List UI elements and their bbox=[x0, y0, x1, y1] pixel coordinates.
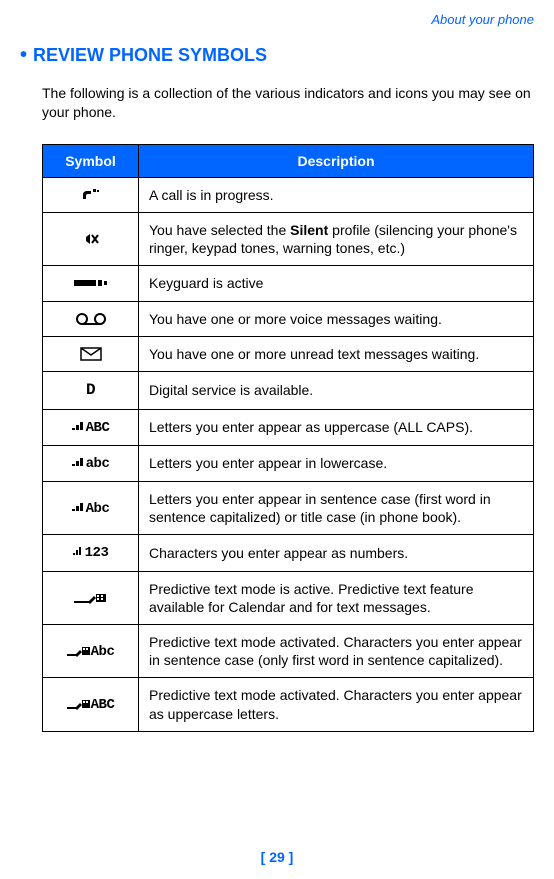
description-cell: Keyguard is active bbox=[139, 266, 534, 301]
symbol-cell bbox=[43, 266, 139, 301]
description-cell: You have one or more voice messages wait… bbox=[139, 301, 534, 336]
breadcrumb: About your phone bbox=[20, 12, 534, 27]
description-cell: You have one or more unread text message… bbox=[139, 336, 534, 371]
section-heading: • REVIEW PHONE SYMBOLS bbox=[20, 45, 534, 66]
symbols-table: Symbol Description A call is in progress… bbox=[42, 144, 534, 732]
heading-text: REVIEW PHONE SYMBOLS bbox=[33, 45, 267, 66]
table-row: Predictive text mode is active. Predicti… bbox=[43, 571, 534, 624]
description-cell: Predictive text mode activated. Characte… bbox=[139, 678, 534, 731]
table-row: ABCLetters you enter appear as uppercase… bbox=[43, 409, 534, 445]
col-symbol: Symbol bbox=[43, 144, 139, 177]
description-cell: Letters you enter appear in lowercase. bbox=[139, 445, 534, 481]
table-row: A call is in progress. bbox=[43, 177, 534, 212]
table-row: DDigital service is available. bbox=[43, 371, 534, 409]
symbol-cell bbox=[43, 336, 139, 371]
symbol-cell bbox=[43, 177, 139, 212]
symbol-cell: ABC bbox=[43, 409, 139, 445]
description-cell: Letters you enter appear as uppercase (A… bbox=[139, 409, 534, 445]
symbol-cell bbox=[43, 301, 139, 336]
description-cell: You have selected the Silent profile (si… bbox=[139, 212, 534, 265]
table-row: AbcPredictive text mode activated. Chara… bbox=[43, 625, 534, 678]
table-row: ABCPredictive text mode activated. Chara… bbox=[43, 678, 534, 731]
page-number: [ 29 ] bbox=[0, 849, 554, 865]
symbol-cell bbox=[43, 571, 139, 624]
description-cell: Predictive text mode is active. Predicti… bbox=[139, 571, 534, 624]
table-row: You have selected the Silent profile (si… bbox=[43, 212, 534, 265]
description-cell: Predictive text mode activated. Characte… bbox=[139, 625, 534, 678]
col-description: Description bbox=[139, 144, 534, 177]
symbol-cell: abc bbox=[43, 445, 139, 481]
symbol-cell: 123 bbox=[43, 535, 139, 571]
table-header-row: Symbol Description bbox=[43, 144, 534, 177]
description-cell: Characters you enter appear as numbers. bbox=[139, 535, 534, 571]
table-row: AbcLetters you enter appear in sentence … bbox=[43, 482, 534, 535]
description-cell: Digital service is available. bbox=[139, 371, 534, 409]
symbol-cell: Abc bbox=[43, 482, 139, 535]
symbol-cell bbox=[43, 212, 139, 265]
table-row: abcLetters you enter appear in lowercase… bbox=[43, 445, 534, 481]
table-row: You have one or more unread text message… bbox=[43, 336, 534, 371]
description-cell: Letters you enter appear in sentence cas… bbox=[139, 482, 534, 535]
symbol-cell: D bbox=[43, 371, 139, 409]
symbol-cell: ABC bbox=[43, 678, 139, 731]
table-row: Keyguard is active bbox=[43, 266, 534, 301]
bullet-icon: • bbox=[20, 45, 27, 65]
table-row: You have one or more voice messages wait… bbox=[43, 301, 534, 336]
description-cell: A call is in progress. bbox=[139, 177, 534, 212]
table-row: 123Characters you enter appear as number… bbox=[43, 535, 534, 571]
intro-paragraph: The following is a collection of the var… bbox=[42, 84, 534, 122]
symbol-cell: Abc bbox=[43, 625, 139, 678]
